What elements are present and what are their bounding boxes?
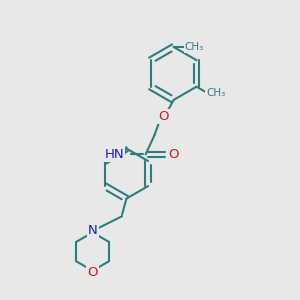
Text: O: O: [158, 110, 169, 123]
Text: O: O: [168, 148, 179, 161]
Text: N: N: [88, 224, 98, 238]
Text: CH₃: CH₃: [206, 88, 226, 98]
Text: HN: HN: [105, 148, 124, 161]
Text: CH₃: CH₃: [184, 42, 204, 52]
Text: O: O: [87, 266, 98, 279]
